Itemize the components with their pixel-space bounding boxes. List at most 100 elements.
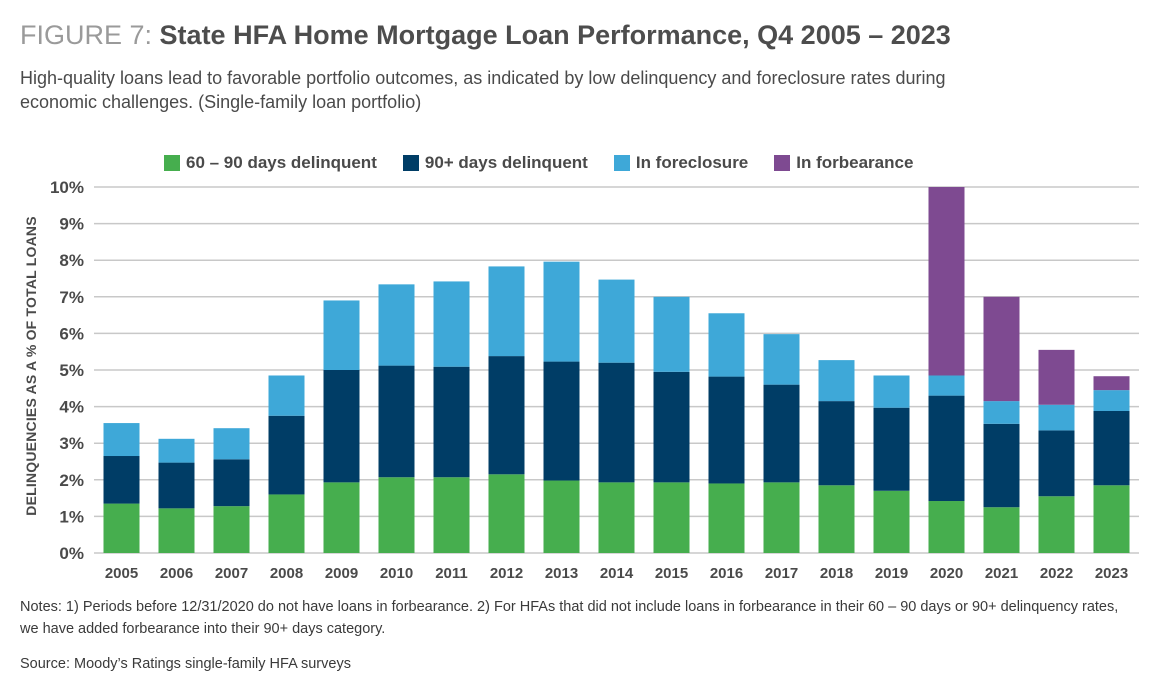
x-tick-label: 2012 (490, 565, 523, 582)
bar-segment (598, 482, 635, 553)
x-tick-label: 2008 (270, 565, 303, 582)
bar-segment (323, 300, 360, 370)
x-tick-label: 2017 (765, 565, 798, 582)
bar-segment (103, 503, 140, 553)
y-tick-label: 4% (59, 398, 84, 417)
bar-segment (213, 506, 250, 553)
bar-segment (1093, 410, 1130, 486)
legend-label-90-plus: 90+ days delinquent (424, 153, 588, 172)
x-tick-label: 2011 (435, 565, 468, 582)
legend-swatch-foreclosure (613, 155, 630, 171)
legend-item-foreclosure: In foreclosure (613, 153, 749, 173)
bar-segment (653, 371, 690, 483)
legend-swatch-90-plus (402, 155, 419, 171)
bar-segment (928, 501, 965, 553)
x-tick-label: 2006 (160, 565, 193, 582)
legend-item-90-plus: 90+ days delinquent (402, 153, 588, 173)
bar-segment (928, 187, 965, 376)
legend-label-foreclosure: In foreclosure (635, 153, 749, 172)
bar-segment (928, 375, 965, 396)
y-tick-label: 1% (59, 507, 84, 526)
x-tick-label: 2010 (380, 565, 413, 582)
legend-item-forbearance: In forbearance (774, 153, 913, 173)
bar-segment (763, 482, 800, 553)
x-tick-label: 2018 (820, 565, 853, 582)
bar-segment (653, 482, 690, 553)
x-tick-label: 2023 (1095, 565, 1128, 582)
x-tick-label: 2005 (105, 565, 138, 582)
bar-segment (433, 366, 470, 478)
bar-segment (1038, 496, 1075, 553)
chart-source: Source: Moody’s Ratings single-family HF… (20, 656, 351, 672)
legend-swatch-60-90 (164, 155, 180, 171)
bar-segment (983, 296, 1020, 402)
bar-segment (818, 485, 855, 553)
bar-segment (378, 365, 415, 478)
bar-segment (873, 375, 910, 408)
bar-segment (598, 279, 635, 363)
bar-segment (213, 428, 250, 460)
bar-segment (103, 456, 140, 504)
bar-segment (433, 281, 470, 367)
x-tick-label: 2007 (215, 565, 248, 582)
x-tick-label: 2022 (1040, 565, 1073, 582)
x-tick-label: 2015 (655, 565, 688, 582)
bar-segment (708, 313, 745, 377)
bar-segment (488, 474, 525, 553)
bar-segment (543, 480, 580, 553)
bar-segment (873, 407, 910, 491)
bar-segment (158, 508, 195, 553)
bar-segment (983, 507, 1020, 553)
bar-segment (433, 477, 470, 553)
bar-segment (378, 477, 415, 553)
chart-subtitle: High-quality loans lead to favorable por… (20, 68, 946, 112)
bar-segment (763, 384, 800, 483)
x-tick-label: 2014 (600, 565, 634, 582)
bar-segment (1093, 485, 1130, 553)
bar-segment (378, 284, 415, 366)
bar-segment (268, 494, 305, 553)
bar-segment (653, 296, 690, 372)
x-tick-label: 2016 (710, 565, 743, 582)
legend-label-forbearance: In forbearance (796, 153, 914, 172)
bar-segment (268, 415, 305, 495)
x-tick-label: 2013 (545, 565, 578, 582)
y-tick-label: 7% (59, 288, 84, 307)
legend-swatch-forbearance (774, 155, 791, 171)
bar-segment (1093, 390, 1130, 411)
chart-title: FIGURE 7: State HFA Home Mortgage Loan P… (20, 18, 951, 52)
bar-segment (763, 334, 800, 385)
bar-segment (488, 266, 525, 357)
figure-title: State HFA Home Mortgage Loan Performance… (159, 20, 951, 50)
bar-segment (983, 423, 1020, 508)
y-tick-label: 0% (59, 544, 84, 563)
bar-segment (1038, 349, 1075, 405)
bar-segment (543, 261, 580, 362)
legend-item-60-90: 60 – 90 days delinquent (164, 153, 377, 173)
y-tick-label: 5% (59, 361, 84, 380)
bar-segment (928, 395, 965, 502)
legend-label-60-90: 60 – 90 days delinquent (186, 153, 377, 172)
bar-segment (1093, 376, 1130, 391)
bar-segment (598, 362, 635, 483)
bar-segment (708, 376, 745, 484)
bar-segment (1038, 430, 1075, 497)
x-tick-label: 2020 (930, 565, 963, 582)
bar-segment (708, 483, 745, 553)
bar-segment (268, 375, 305, 416)
y-tick-label: 2% (59, 471, 84, 490)
bar-segment (543, 361, 580, 481)
bar-segment (983, 401, 1020, 424)
bar-segment (158, 438, 195, 463)
bar-segment (103, 423, 140, 457)
figure-label: FIGURE 7: (20, 20, 153, 50)
y-tick-label: 6% (59, 324, 84, 343)
y-tick-label: 9% (59, 215, 84, 234)
bar-segment (873, 490, 910, 553)
bar-segment (818, 401, 855, 486)
y-tick-label: 3% (59, 434, 84, 453)
bar-segment (818, 360, 855, 402)
y-tick-label: 8% (59, 251, 84, 270)
bar-segment (1038, 404, 1075, 431)
